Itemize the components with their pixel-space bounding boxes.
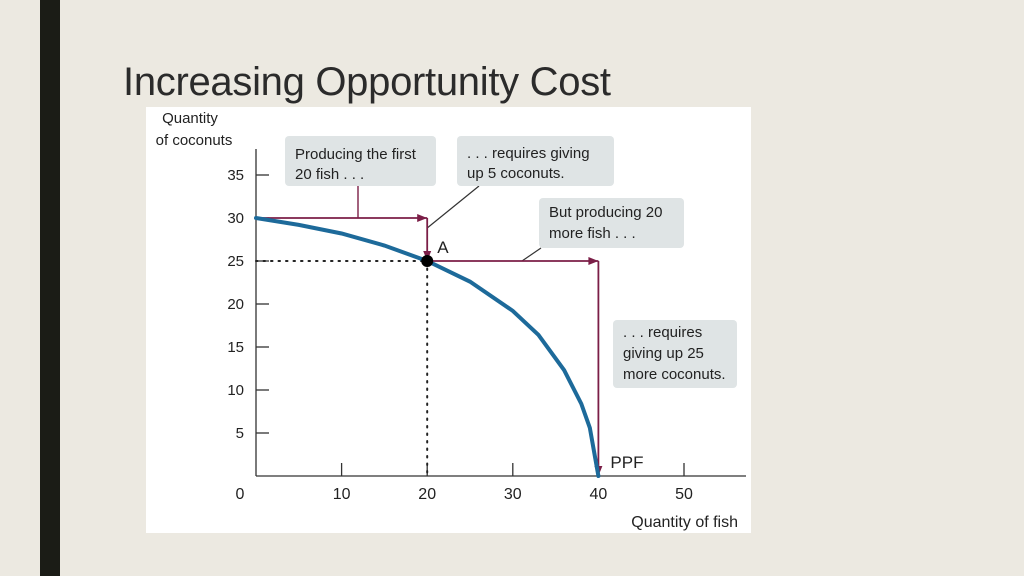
axes: Quantity of coconuts Quantity of fish 0 <box>156 110 746 531</box>
callout-4: . . . requires giving up 25 more coconut… <box>613 320 737 388</box>
y-tick-label: 30 <box>227 210 244 227</box>
x-tick-label: 50 <box>675 486 693 503</box>
guide-lines <box>255 260 429 477</box>
y-tick-label: 25 <box>227 253 244 270</box>
connector-callout-3 <box>521 247 542 262</box>
callout-3-box <box>539 198 684 248</box>
x-tick-label: 30 <box>504 486 522 503</box>
callout-4-line2: giving up 25 <box>623 345 704 362</box>
callout-2-line1: . . . requires giving <box>467 145 590 162</box>
ppf-label: PPF <box>610 453 643 472</box>
callout-1-line1: Producing the first <box>295 146 417 163</box>
point-a-label: A <box>437 238 449 257</box>
callout-3-line1: But producing 20 <box>549 204 662 221</box>
callout-3: But producing 20 more fish . . . <box>539 198 684 248</box>
callout-1-line2: 20 fish . . . <box>295 166 364 183</box>
callout-2: . . . requires giving up 5 coconuts. <box>457 136 614 186</box>
callout-2-line2: up 5 coconuts. <box>467 165 565 182</box>
x-axis-label: Quantity of fish <box>631 514 738 531</box>
accent-bar <box>40 0 60 576</box>
ticks: 5 10 15 20 25 30 35 10 20 30 40 50 <box>227 167 693 503</box>
y-tick-label: 20 <box>227 296 244 313</box>
point-a-marker <box>421 255 434 267</box>
x-tick-label: 40 <box>590 486 608 503</box>
callout-1: Producing the first 20 fish . . . <box>285 136 436 186</box>
arrow-head-1 <box>417 214 428 222</box>
y-tick-label: 5 <box>236 425 244 442</box>
callout-3-line2: more fish . . . <box>549 225 636 242</box>
slide-title: Increasing Opportunity Cost <box>123 60 611 104</box>
callout-2-box <box>457 136 614 186</box>
x-tick-label: 20 <box>418 486 436 503</box>
callout-4-box <box>613 320 737 388</box>
connector-callout-2 <box>426 185 480 229</box>
y-tick-label: 10 <box>227 382 244 399</box>
y-axis-label-line1: Quantity <box>162 110 218 127</box>
y-tick-label: 35 <box>227 167 244 184</box>
callout-connectors <box>357 185 542 262</box>
opportunity-cost-arrows <box>256 214 603 476</box>
ppf-chart: Quantity of coconuts Quantity of fish 0 … <box>156 110 746 531</box>
callout-1-box <box>285 136 436 186</box>
chart-panel: Quantity of coconuts Quantity of fish 0 … <box>146 107 751 533</box>
callout-4-line1: . . . requires <box>623 324 702 341</box>
ppf-curve <box>254 216 601 478</box>
x-tick-label: 10 <box>333 486 351 503</box>
y-tick-label: 15 <box>227 339 244 356</box>
y-axis-label-line2: of coconuts <box>156 132 233 149</box>
arrow-head-3 <box>588 257 599 265</box>
origin-label: 0 <box>236 486 245 503</box>
callout-4-line3: more coconuts. <box>623 366 726 383</box>
